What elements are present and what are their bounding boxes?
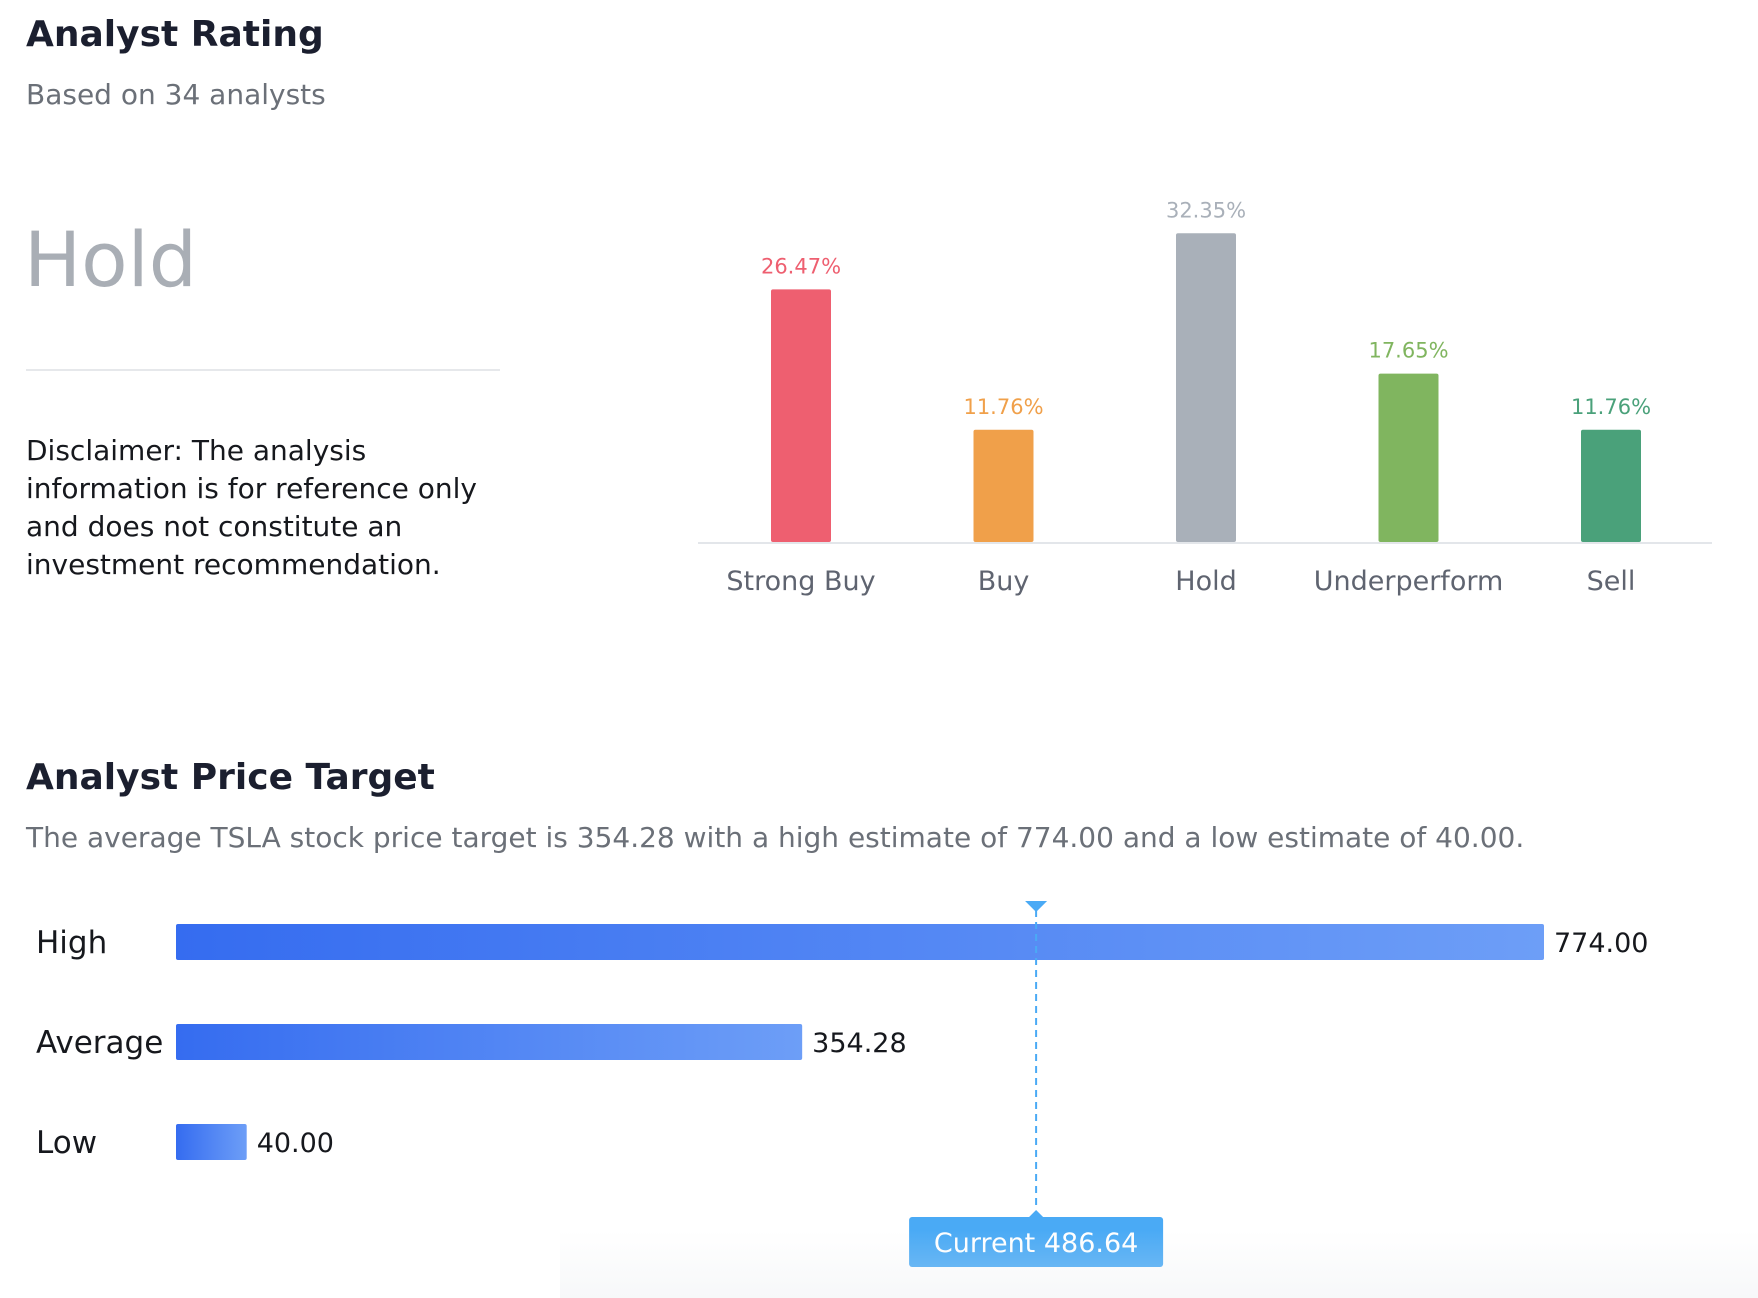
bar-underperform <box>1378 373 1439 542</box>
divider <box>26 369 500 371</box>
category-label-strong-buy: Strong Buy <box>726 566 875 597</box>
value-label-sell: 11.76% <box>1571 395 1651 419</box>
category-label-underperform: Underperform <box>1314 566 1504 597</box>
value-label-buy: 11.76% <box>963 395 1043 419</box>
value-label-average: 354.28 <box>812 1028 906 1059</box>
value-label-strong-buy: 26.47% <box>761 254 841 278</box>
current-marker-pointer-icon <box>1028 1210 1045 1218</box>
value-label-low: 40.00 <box>257 1128 334 1159</box>
bar-strong-buy <box>771 289 831 542</box>
disclaimer-text: Disclaimer: The analysis information is … <box>26 434 477 581</box>
analyst-count-subtitle: Based on 34 analysts <box>26 78 326 111</box>
bar-low <box>176 1124 247 1160</box>
rating-distribution-chart: 26.47% Strong Buy 11.76% Buy 32.35% Hold 17.65… <box>698 198 1712 597</box>
value-label-underperform: 17.65% <box>1368 339 1448 363</box>
bar-hold <box>1176 233 1236 542</box>
value-label-hold: 32.35% <box>1166 198 1246 222</box>
current-price-label: Current 486.64 <box>934 1228 1138 1259</box>
price-target-summary: The average TSLA stock price target is 3… <box>26 821 1525 854</box>
category-label-sell: Sell <box>1587 566 1636 597</box>
analyst-rating-title: Analyst Rating <box>26 14 324 55</box>
bar-average <box>176 1024 803 1060</box>
price-target-chart: High 774.00 Average 354.28 Low 40.00 Current 4… <box>36 901 1648 1267</box>
price-target-title: Analyst Price Target <box>26 757 435 798</box>
category-label-buy: Buy <box>978 566 1030 597</box>
bar-high <box>176 924 1544 960</box>
current-price-badge <box>909 1217 1164 1267</box>
row-label-high: High <box>36 925 107 961</box>
row-label-average: Average <box>36 1025 163 1061</box>
value-label-high: 774.00 <box>1554 928 1648 959</box>
current-marker-arrow-icon <box>1025 901 1048 912</box>
row-label-low: Low <box>36 1125 97 1161</box>
bar-sell <box>1581 429 1641 542</box>
category-label-hold: Hold <box>1175 566 1236 597</box>
consensus-rating: Hold <box>24 215 198 304</box>
bar-buy <box>973 429 1034 542</box>
